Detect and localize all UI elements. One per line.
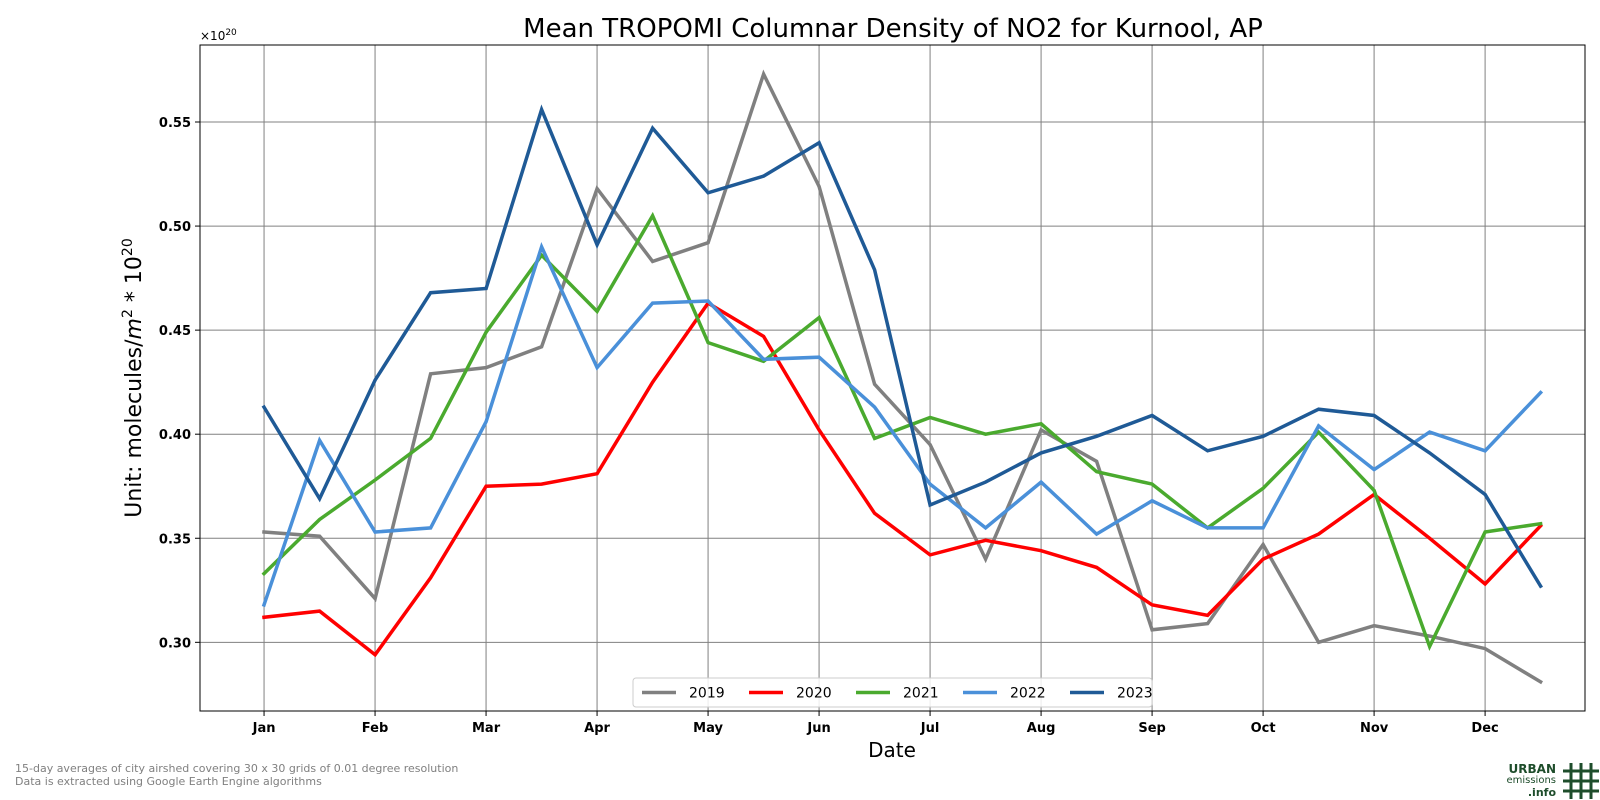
legend-label-2019: 2019 bbox=[689, 686, 725, 702]
footnote-source: Data is extracted using Google Earth Eng… bbox=[15, 775, 322, 788]
logo-grid-icon bbox=[1563, 763, 1599, 799]
series-line-2023 bbox=[261, 104, 1544, 589]
plot-frame bbox=[199, 44, 1586, 712]
x-tick-label: Jun bbox=[806, 721, 830, 736]
y-tick-label: 0.40 bbox=[159, 428, 191, 443]
legend: 2019 2020 2021 2022 2023 bbox=[632, 677, 1153, 708]
x-tick-label: Oct bbox=[1251, 721, 1276, 736]
legend-label-2023: 2023 bbox=[1117, 686, 1153, 702]
x-tick-label: Aug bbox=[1027, 721, 1056, 736]
axis-ticks: Jan Feb Mar Apr May Jun Jul Aug Sep Oct Nov Dec 0.30… bbox=[159, 116, 1499, 736]
series-line-2019 bbox=[262, 69, 1544, 685]
y-tick-label: 0.30 bbox=[159, 636, 191, 651]
series-line-2021 bbox=[261, 211, 1543, 652]
y-tick-label: 0.50 bbox=[159, 220, 191, 235]
x-tick-label: Nov bbox=[1360, 721, 1389, 736]
y-axis-label-unit-exp: 2 bbox=[120, 309, 136, 318]
x-axis-label: Date bbox=[868, 738, 916, 762]
y-offset-exponent: 20 bbox=[225, 28, 237, 38]
x-tick-label: May bbox=[693, 721, 723, 736]
x-tick-label: Feb bbox=[362, 721, 388, 736]
y-tick-label: 0.45 bbox=[159, 324, 191, 339]
y-axis-label-unit: m bbox=[122, 318, 147, 339]
footnote-aggregation: 15-day averages of city airshed covering… bbox=[15, 762, 459, 775]
x-tick-label: Jan bbox=[252, 721, 276, 736]
x-tick-label: Sep bbox=[1138, 721, 1166, 736]
urban-emissions-logo: URBAN emissions .info bbox=[1498, 760, 1600, 800]
logo-text-urban: URBAN bbox=[1508, 762, 1556, 776]
x-tick-label: Mar bbox=[472, 721, 501, 736]
x-tick-label: Apr bbox=[584, 721, 610, 736]
legend-label-2021: 2021 bbox=[903, 686, 939, 702]
y-axis-label-power: 20 bbox=[120, 238, 136, 256]
y-tick-label: 0.35 bbox=[159, 532, 191, 547]
grid-lines bbox=[200, 45, 1585, 711]
y-offset-base: ×10 bbox=[200, 29, 225, 43]
y-axis-label: Unit: molecules/m2 * 1020 bbox=[120, 238, 147, 517]
logo-text-emissions: emissions bbox=[1506, 775, 1556, 786]
logo-text-info: .info bbox=[1527, 786, 1556, 799]
x-tick-label: Jul bbox=[920, 721, 940, 736]
legend-label-2020: 2020 bbox=[796, 686, 832, 702]
y-tick-label: 0.55 bbox=[159, 116, 191, 131]
chart-title: Mean TROPOMI Columnar Density of NO2 for… bbox=[523, 14, 1263, 44]
series-line-2022 bbox=[261, 242, 1544, 608]
y-offset-label: ×1020 bbox=[200, 28, 237, 43]
series-line-2020 bbox=[262, 300, 1544, 658]
y-axis-label-text: Unit: molecules/ bbox=[122, 339, 147, 518]
series-lines bbox=[261, 69, 1544, 685]
x-tick-label: Dec bbox=[1471, 721, 1498, 736]
legend-label-2022: 2022 bbox=[1010, 686, 1046, 702]
legend-box bbox=[632, 677, 1153, 708]
y-axis-label-times: * 10 bbox=[122, 256, 147, 309]
